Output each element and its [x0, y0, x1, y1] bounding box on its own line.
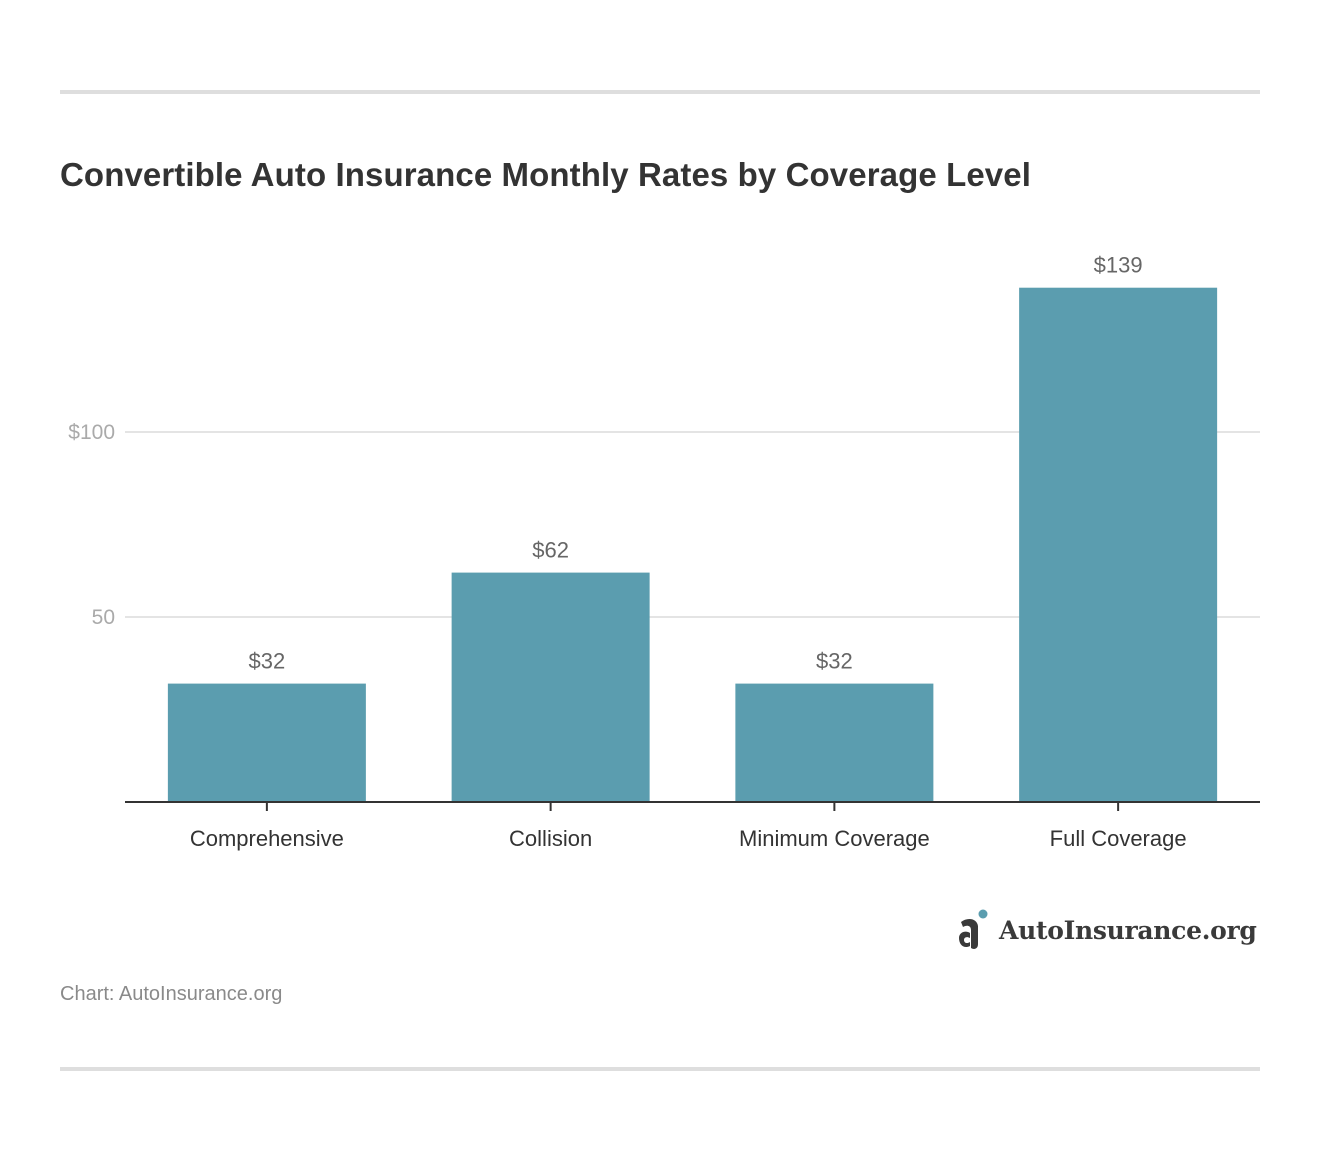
x-category-label: Collision	[509, 826, 592, 851]
brand-logo-text: AutoInsurance.org	[999, 915, 1257, 945]
bar-value-label: $139	[1094, 253, 1143, 278]
brand-logo: AutoInsurance.org	[955, 908, 1257, 952]
bar-minimum-coverage	[735, 683, 934, 802]
x-category-label: Minimum Coverage	[739, 826, 930, 851]
bar-chart: 50 $100 $32 Comprehensive $62 Collision $32 Min…	[68, 253, 1260, 851]
top-divider	[60, 90, 1260, 94]
y-tick-label: $100	[68, 421, 115, 444]
y-tick-label: 50	[92, 606, 115, 629]
bar-value-label: $32	[249, 649, 286, 674]
brand-logo-icon	[959, 909, 988, 949]
bottom-divider	[60, 1067, 1260, 1071]
bar-value-label: $32	[816, 649, 853, 674]
x-category-label: Comprehensive	[190, 826, 344, 851]
chart-title: Convertible Auto Insurance Monthly Rates…	[60, 156, 1031, 193]
bar-full-coverage	[1019, 287, 1218, 802]
bar-comprehensive	[167, 683, 366, 802]
x-category-label: Full Coverage	[1050, 826, 1187, 851]
chart-source: Chart: AutoInsurance.org	[60, 983, 283, 1005]
bar-value-label: $62	[532, 538, 569, 563]
bar-collision	[451, 572, 650, 802]
